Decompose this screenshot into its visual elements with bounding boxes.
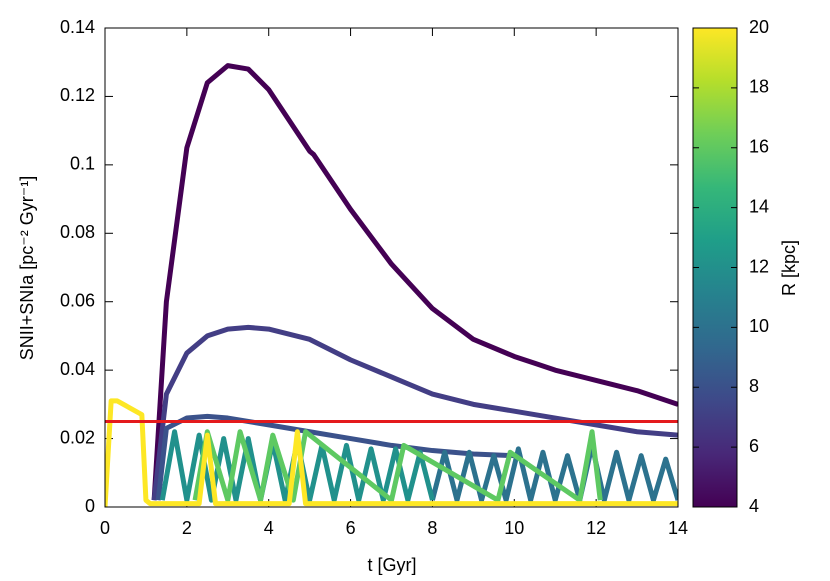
line-series: [192, 429, 603, 503]
y-tick-label: 0: [85, 496, 95, 516]
y-tick-label: 0.04: [60, 359, 95, 379]
x-tick-label: 2: [182, 518, 192, 538]
colorbar-tick-label: 8: [749, 376, 759, 396]
colorbar: [692, 27, 738, 508]
y-tick-label: 0.02: [60, 427, 95, 447]
colorbar-label: R [kpc]: [779, 240, 799, 296]
line-series: [155, 413, 515, 501]
y-axis-label: SNII+SNIa [pc⁻² Gyr⁻¹]: [17, 176, 37, 361]
colorbar-tick-label: 16: [749, 137, 769, 157]
line-series: [151, 63, 678, 501]
plot-frame: [104, 27, 679, 508]
x-axis-label: t [Gyr]: [368, 555, 417, 575]
colorbar-tick-label: 6: [749, 436, 759, 456]
x-tick-label: 12: [586, 518, 606, 538]
x-tick-label: 0: [100, 518, 110, 538]
x-tick-label: 10: [504, 518, 524, 538]
x-tick-label: 6: [346, 518, 356, 538]
colorbar-tick-label: 4: [749, 496, 759, 516]
colorbar-tick-label: 10: [749, 316, 769, 336]
x-tick-label: 14: [668, 518, 688, 538]
colorbar-tick-label: 14: [749, 196, 769, 216]
y-tick-label: 0.06: [60, 290, 95, 310]
line-series: [105, 398, 678, 507]
colorbar-tick-label: 18: [749, 77, 769, 97]
line-series: [430, 442, 678, 503]
plot-area: [105, 63, 678, 507]
x-tick-label: 8: [427, 518, 437, 538]
y-tick-label: 0.14: [60, 17, 95, 37]
colorbar-tick-label: 20: [749, 17, 769, 37]
y-tick-label: 0.12: [60, 85, 95, 105]
y-tick-label: 0.1: [70, 154, 95, 174]
x-tick-label: 4: [264, 518, 274, 538]
colorbar-tick-label: 12: [749, 256, 769, 276]
y-tick-label: 0.08: [60, 222, 95, 242]
